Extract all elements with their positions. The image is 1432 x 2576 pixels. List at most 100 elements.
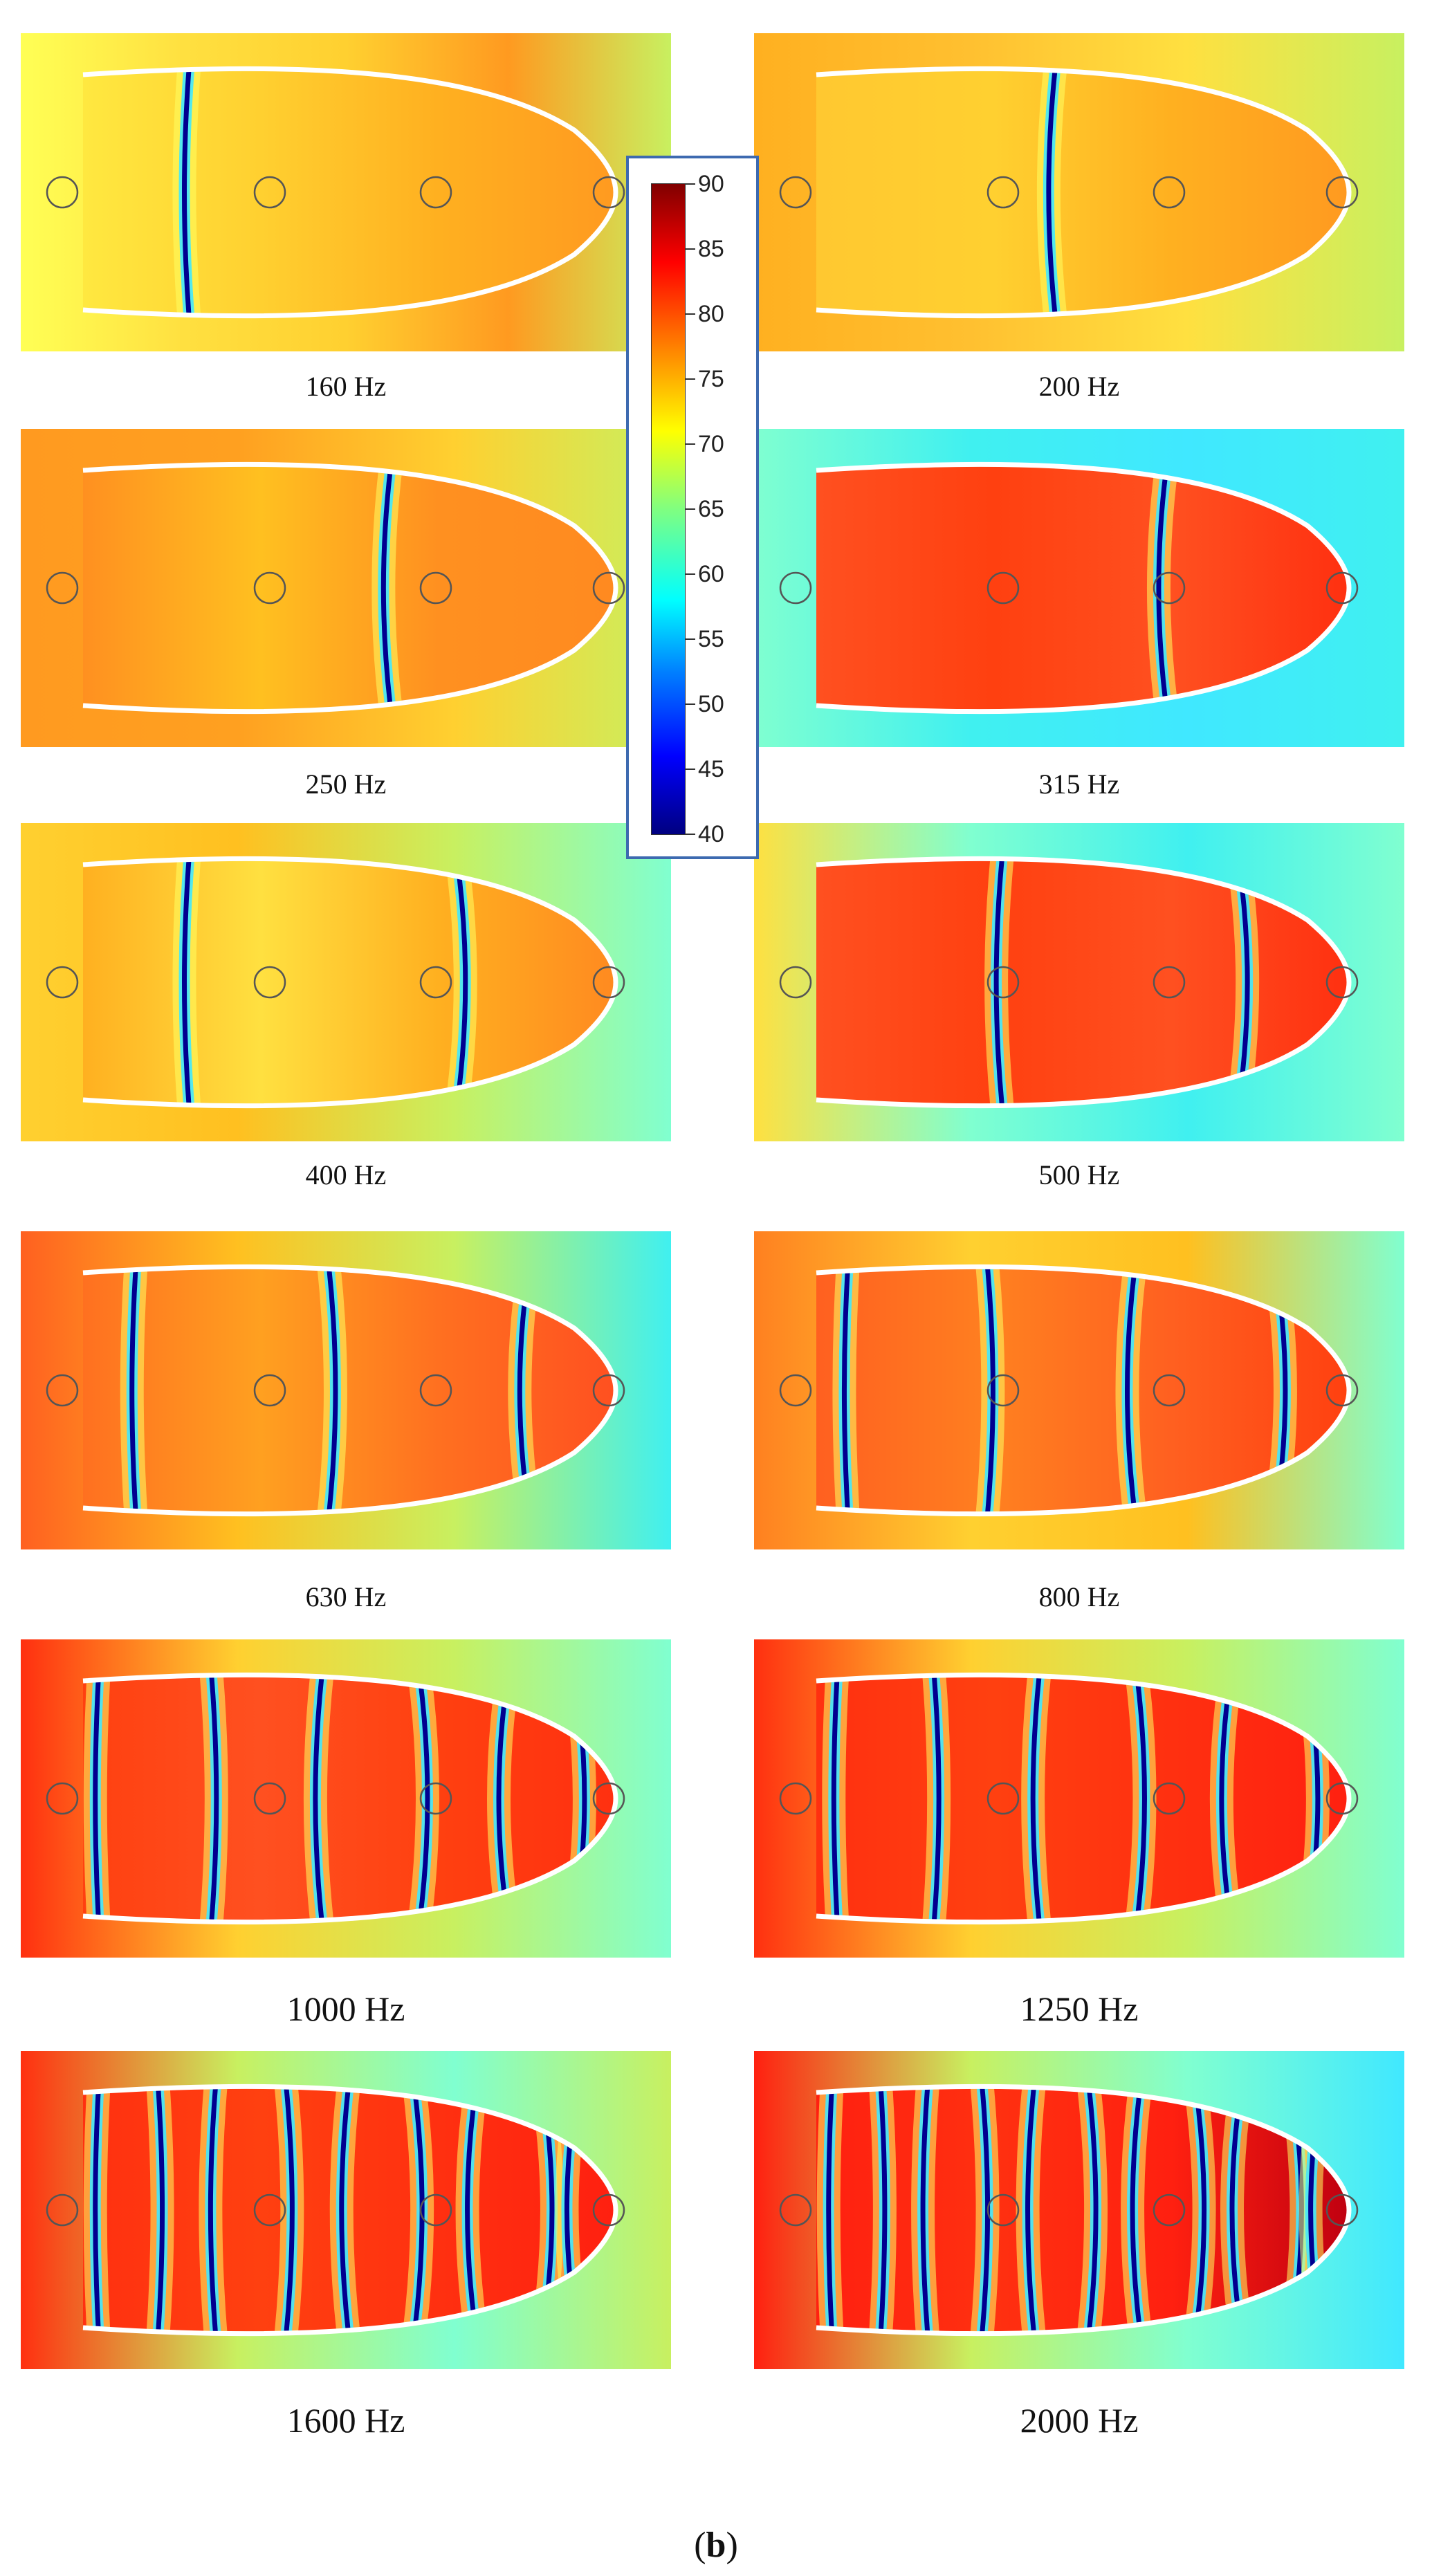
colorbar-tick — [686, 378, 695, 380]
receiver-marker — [779, 571, 812, 605]
nodal-line — [208, 1675, 219, 1922]
colorbar-tick — [686, 508, 695, 510]
colorbar-tick — [686, 703, 695, 705]
receiver-marker — [46, 176, 79, 209]
colorbar-tick-label: 75 — [698, 366, 724, 392]
nodal-line — [208, 2086, 219, 2334]
colorbar-tick-label: 45 — [698, 756, 724, 782]
nodal-line — [1025, 2086, 1038, 2334]
nodal-line — [831, 1675, 841, 1922]
nodal-line — [339, 2086, 352, 2334]
receiver-marker — [592, 966, 625, 999]
colorbar-tick — [686, 834, 695, 835]
nodal-line — [877, 2086, 888, 2334]
colorbar-legend: 90 85 80 75 70 65 60 55 50 45 40 — [626, 156, 759, 859]
cavity-wall — [816, 2083, 1352, 2337]
panel-caption: 500 Hz — [1038, 1159, 1120, 1190]
receiver-marker — [419, 176, 452, 209]
receiver-marker — [986, 571, 1020, 605]
cavity-field — [816, 68, 1349, 316]
colorbar-tick — [686, 183, 695, 185]
receiver-marker — [986, 176, 1020, 209]
receiver-marker — [46, 966, 79, 999]
panel-caption: 160 Hz — [305, 371, 387, 402]
field-plot — [754, 429, 1404, 747]
receiver-marker — [419, 1782, 452, 1815]
colorbar-tick-label: 65 — [698, 496, 724, 522]
receiver-marker — [1153, 1782, 1186, 1815]
nodal-line — [410, 2086, 425, 2334]
panel-caption: 630 Hz — [305, 1581, 387, 1612]
cavity-wall — [816, 66, 1352, 319]
receiver-marker — [1325, 1374, 1359, 1407]
nodal-line — [984, 1267, 995, 1514]
nodal-line — [1133, 1675, 1147, 1922]
receiver-marker — [592, 1782, 625, 1815]
colorbar-tick-label: 60 — [698, 561, 724, 587]
receiver-marker — [1153, 966, 1186, 999]
colorbar-tick-label: 50 — [698, 691, 724, 717]
receiver-marker — [592, 571, 625, 605]
nodal-line — [1030, 1675, 1043, 1922]
field-plot — [21, 823, 671, 1141]
receiver-marker — [253, 1782, 286, 1815]
cavity-field — [816, 2086, 1349, 2334]
figure-label: (b) — [694, 2526, 738, 2565]
nodal-line — [930, 1675, 942, 1922]
receiver-marker — [1153, 571, 1186, 605]
receiver-marker — [1153, 2193, 1186, 2227]
nodal-line — [313, 1675, 325, 1922]
field-plot — [754, 1639, 1404, 1958]
colorbar-tick — [686, 573, 695, 575]
cavity-wall — [82, 856, 618, 1109]
cavity-field — [816, 858, 1349, 1106]
receiver-marker — [46, 1374, 79, 1407]
receiver-marker — [1153, 1374, 1186, 1407]
panel-caption: 315 Hz — [1038, 769, 1120, 800]
nodal-line — [283, 2086, 295, 2334]
receiver-marker — [986, 966, 1020, 999]
receiver-marker — [986, 1782, 1020, 1815]
colorbar-tick — [686, 313, 695, 315]
colorbar-tick — [686, 443, 695, 445]
receiver-marker — [46, 2193, 79, 2227]
cavity-wall — [82, 461, 618, 715]
cavity-wall — [816, 1672, 1352, 1925]
nodal-line — [1085, 2086, 1099, 2334]
nodal-line — [182, 858, 192, 1106]
colorbar-tick-label: 85 — [698, 236, 724, 262]
receiver-marker — [592, 2193, 625, 2227]
colorbar-tick-label: 55 — [698, 626, 724, 652]
panel-caption: 200 Hz — [1038, 371, 1120, 402]
field-plot — [21, 1639, 671, 1958]
receiver-marker — [1325, 966, 1359, 999]
field-plot — [754, 823, 1404, 1141]
field-plot — [21, 429, 671, 747]
receiver-marker — [1325, 2193, 1359, 2227]
nodal-line — [129, 1267, 139, 1514]
receiver-marker — [46, 571, 79, 605]
sound-pressure-map — [754, 429, 1404, 747]
receiver-marker — [253, 1374, 286, 1407]
figure-label-letter: b — [706, 2526, 726, 2565]
nodal-line — [1130, 2086, 1144, 2334]
receiver-marker — [592, 176, 625, 209]
cavity-field — [816, 464, 1349, 712]
receiver-marker — [419, 2193, 452, 2227]
nodal-line — [826, 2086, 835, 2334]
receiver-marker — [1153, 176, 1186, 209]
sound-pressure-map — [754, 1231, 1404, 1549]
panel-caption: 250 Hz — [305, 769, 387, 800]
colorbar-tick — [686, 769, 695, 770]
sound-pressure-map — [21, 1639, 671, 1958]
nodal-line — [416, 1675, 430, 1922]
nodal-line — [453, 858, 468, 1106]
sound-pressure-map — [21, 429, 671, 747]
sound-pressure-map — [21, 1231, 671, 1549]
receiver-marker — [592, 1374, 625, 1407]
nodal-line — [920, 2086, 931, 2334]
colorbar-gradient — [651, 183, 686, 835]
panel-caption: 2000 Hz — [1020, 2401, 1139, 2440]
sound-pressure-map — [21, 33, 671, 351]
